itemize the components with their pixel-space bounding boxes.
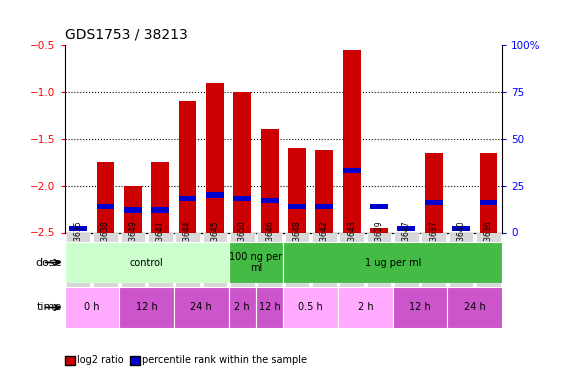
FancyBboxPatch shape — [229, 287, 256, 328]
FancyBboxPatch shape — [283, 287, 338, 328]
Bar — [315, 150, 333, 232]
FancyBboxPatch shape — [283, 242, 502, 283]
Text: GSM93636: GSM93636 — [484, 220, 493, 262]
Text: GSM93637: GSM93637 — [429, 220, 438, 262]
Text: dose: dose — [35, 258, 62, 267]
Bar — [206, 82, 224, 232]
Bar — [179, 101, 196, 232]
Bar — [261, 129, 278, 232]
Bar — [288, 148, 306, 232]
Bar — [124, 207, 142, 213]
Bar — [70, 226, 87, 231]
Text: GSM93647: GSM93647 — [402, 220, 411, 262]
Bar — [151, 207, 169, 213]
FancyBboxPatch shape — [65, 287, 119, 328]
Bar — [96, 162, 114, 232]
Text: 24 h: 24 h — [190, 303, 212, 312]
Bar — [343, 168, 361, 173]
Bar — [233, 196, 251, 201]
FancyBboxPatch shape — [367, 232, 392, 298]
FancyBboxPatch shape — [284, 232, 309, 298]
Text: 12 h: 12 h — [409, 303, 431, 312]
Text: GSM93638: GSM93638 — [101, 220, 110, 262]
Text: GSM93648: GSM93648 — [292, 220, 301, 262]
Bar — [124, 186, 142, 232]
Text: 0.5 h: 0.5 h — [298, 303, 323, 312]
FancyBboxPatch shape — [394, 232, 419, 298]
Bar — [343, 50, 361, 232]
Text: GSM93641: GSM93641 — [156, 220, 165, 262]
Bar — [452, 226, 470, 231]
Text: GSM93649: GSM93649 — [128, 220, 137, 262]
FancyBboxPatch shape — [66, 232, 90, 298]
Bar — [288, 204, 306, 209]
Text: 24 h: 24 h — [464, 303, 486, 312]
Bar — [206, 192, 224, 198]
FancyBboxPatch shape — [119, 287, 174, 328]
Text: GSM93642: GSM93642 — [320, 220, 329, 262]
FancyBboxPatch shape — [393, 287, 448, 328]
Text: time: time — [36, 303, 62, 312]
FancyBboxPatch shape — [421, 232, 446, 298]
Bar — [96, 204, 114, 209]
Text: percentile rank within the sample: percentile rank within the sample — [142, 355, 307, 365]
Bar — [151, 162, 169, 232]
Text: GSM93645: GSM93645 — [210, 220, 219, 262]
Bar — [370, 204, 388, 209]
Text: 0 h: 0 h — [84, 303, 100, 312]
Text: 12 h: 12 h — [259, 303, 280, 312]
FancyBboxPatch shape — [338, 287, 393, 328]
FancyBboxPatch shape — [476, 232, 501, 298]
FancyBboxPatch shape — [175, 232, 200, 298]
FancyBboxPatch shape — [121, 232, 145, 298]
Bar — [425, 200, 443, 205]
Bar — [398, 226, 415, 231]
Text: 1 ug per ml: 1 ug per ml — [365, 258, 421, 267]
Bar — [315, 204, 333, 209]
Text: GSM93644: GSM93644 — [183, 220, 192, 262]
Bar — [370, 228, 388, 232]
FancyBboxPatch shape — [203, 232, 227, 298]
Text: control: control — [130, 258, 163, 267]
FancyBboxPatch shape — [448, 287, 502, 328]
FancyBboxPatch shape — [449, 232, 473, 298]
Text: GSM93650: GSM93650 — [238, 220, 247, 262]
Text: GDS1753 / 38213: GDS1753 / 38213 — [65, 27, 187, 41]
FancyBboxPatch shape — [174, 287, 229, 328]
FancyBboxPatch shape — [93, 232, 118, 298]
Text: 2 h: 2 h — [357, 303, 373, 312]
FancyBboxPatch shape — [229, 242, 283, 283]
Bar — [480, 153, 497, 232]
Bar — [425, 153, 443, 232]
FancyBboxPatch shape — [230, 232, 255, 298]
Text: GSM93646: GSM93646 — [265, 220, 274, 262]
FancyBboxPatch shape — [257, 232, 282, 298]
Bar — [261, 198, 278, 203]
FancyBboxPatch shape — [65, 242, 229, 283]
Text: GSM93639: GSM93639 — [375, 220, 384, 262]
Text: 2 h: 2 h — [234, 303, 250, 312]
Bar — [480, 200, 497, 205]
Text: GSM93643: GSM93643 — [347, 220, 356, 262]
Text: GSM93640: GSM93640 — [457, 220, 466, 262]
FancyBboxPatch shape — [312, 232, 337, 298]
FancyBboxPatch shape — [339, 232, 364, 298]
Text: 100 ng per
ml: 100 ng per ml — [229, 252, 283, 273]
Text: log2 ratio: log2 ratio — [77, 355, 123, 365]
Bar — [233, 92, 251, 232]
Text: 12 h: 12 h — [136, 303, 158, 312]
Bar — [179, 196, 196, 201]
FancyBboxPatch shape — [256, 287, 283, 328]
FancyBboxPatch shape — [148, 232, 173, 298]
Text: GSM93635: GSM93635 — [73, 220, 82, 262]
